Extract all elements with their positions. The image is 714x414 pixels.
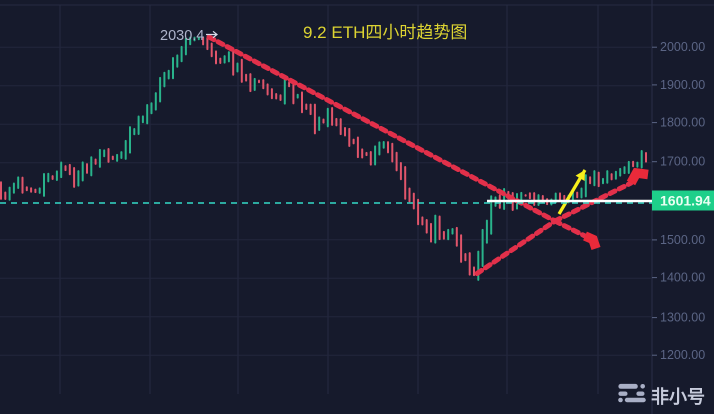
- svg-text:2030.4: 2030.4: [160, 28, 204, 44]
- svg-text:2000.00: 2000.00: [660, 40, 705, 54]
- svg-text:9.2 ETH四小时趋势图: 9.2 ETH四小时趋势图: [303, 23, 467, 42]
- svg-text:1200.00: 1200.00: [660, 348, 705, 362]
- svg-text:1800.00: 1800.00: [660, 116, 705, 130]
- svg-text:1400.00: 1400.00: [660, 271, 705, 285]
- svg-text:非小号: 非小号: [651, 386, 705, 407]
- svg-text:1500.00: 1500.00: [660, 233, 705, 247]
- svg-text:1900.00: 1900.00: [660, 78, 705, 92]
- svg-text:1300.00: 1300.00: [660, 311, 705, 325]
- svg-text:1700.00: 1700.00: [660, 155, 705, 169]
- svg-text:1601.94: 1601.94: [660, 193, 711, 209]
